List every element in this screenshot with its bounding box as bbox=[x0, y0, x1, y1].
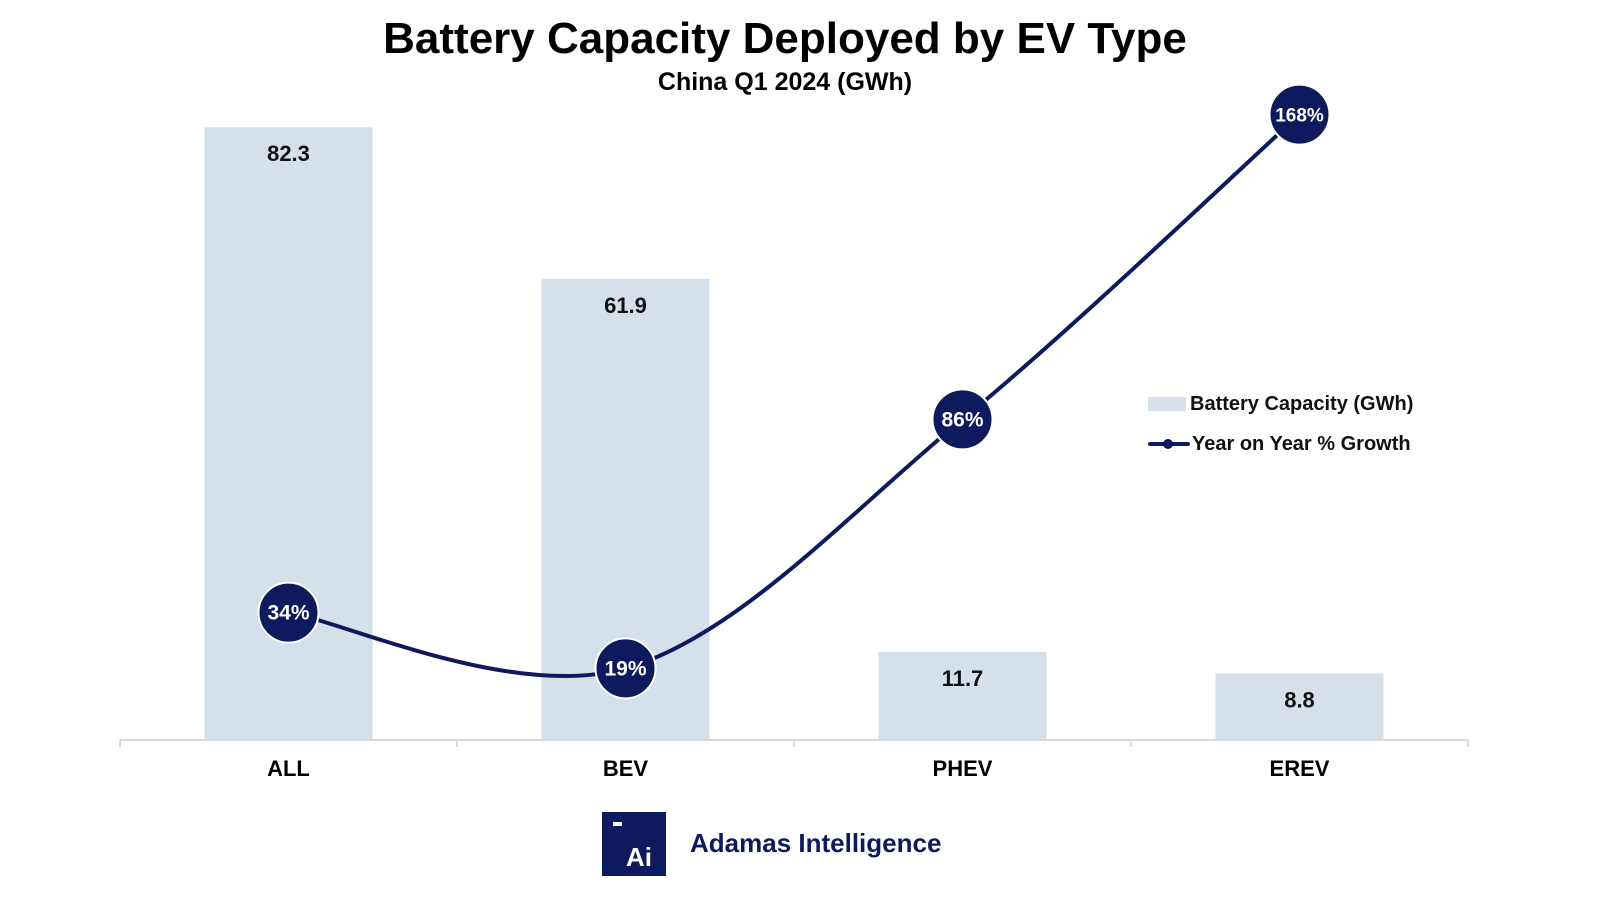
legend: Battery Capacity (GWh) Year on Year % Gr… bbox=[1148, 384, 1413, 464]
adamas-logo: Ai bbox=[602, 812, 666, 876]
legend-label-bar: Battery Capacity (GWh) bbox=[1190, 392, 1414, 415]
legend-bar-swatch bbox=[1148, 397, 1186, 411]
chart-subtitle: China Q1 2024 (GWh) bbox=[657, 68, 913, 96]
x-tick-label: PHEV bbox=[933, 756, 993, 781]
x-tick-label: EREV bbox=[1270, 756, 1330, 781]
chart-title: Battery Capacity Deployed by EV Type bbox=[383, 14, 1187, 63]
bar-value-label: 8.8 bbox=[1284, 688, 1315, 713]
growth-marker bbox=[1268, 83, 1331, 146]
bar-value-label: 61.9 bbox=[604, 293, 647, 318]
x-tick-label: BEV bbox=[603, 756, 649, 781]
x-tick-label: ALL bbox=[267, 756, 310, 781]
growth-marker bbox=[931, 388, 994, 451]
legend-line-swatch bbox=[1148, 437, 1190, 451]
legend-item-line: Year on Year % Growth bbox=[1148, 424, 1413, 464]
legend-label-line: Year on Year % Growth bbox=[1192, 432, 1411, 455]
logo-dash bbox=[613, 822, 622, 826]
growth-marker bbox=[257, 581, 320, 644]
growth-value-label: 86% bbox=[941, 408, 983, 431]
growth-marker bbox=[594, 637, 657, 700]
growth-value-label: 168% bbox=[1275, 106, 1324, 127]
logo-text: Ai bbox=[626, 842, 652, 872]
bar-value-label: 82.3 bbox=[267, 141, 310, 166]
bar-phev bbox=[878, 652, 1047, 739]
growth-line bbox=[288, 113, 1301, 679]
growth-value-label: 19% bbox=[604, 657, 646, 680]
legend-item-bar: Battery Capacity (GWh) bbox=[1148, 384, 1413, 424]
brand-name: Adamas Intelligence bbox=[690, 828, 942, 858]
bar-value-label: 11.7 bbox=[942, 666, 984, 691]
growth-value-label: 34% bbox=[267, 602, 309, 625]
bar-erev bbox=[1215, 673, 1384, 739]
bar-all bbox=[204, 127, 373, 739]
